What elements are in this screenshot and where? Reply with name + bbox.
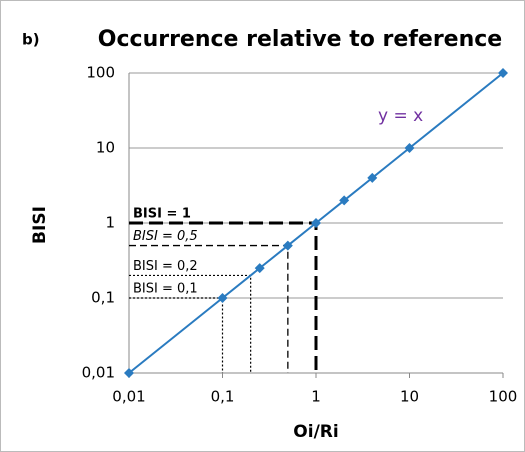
guide-label: BISI = 1 bbox=[133, 207, 191, 222]
data-point bbox=[339, 195, 350, 206]
data-point bbox=[498, 68, 508, 78]
data-point bbox=[404, 143, 415, 153]
data-point bbox=[367, 172, 378, 183]
x-tick-label: 100 bbox=[489, 388, 518, 406]
panel-label: b) bbox=[22, 31, 40, 49]
x-tick-label: 1 bbox=[311, 388, 321, 406]
chart-title: Occurrence relative to reference bbox=[98, 27, 502, 52]
guide-label: BISI = 0,2 bbox=[133, 259, 198, 274]
x-tick-label: 0,1 bbox=[211, 388, 235, 406]
y-tick-label: 0,01 bbox=[82, 364, 115, 382]
y-tick-label: 100 bbox=[86, 64, 115, 82]
data-point bbox=[124, 368, 134, 378]
x-axis-label: Oi/Ri bbox=[293, 422, 338, 442]
data-point bbox=[217, 293, 228, 303]
annotation: y = x bbox=[378, 106, 423, 126]
x-tick-label: 0,01 bbox=[112, 388, 145, 406]
data-point bbox=[311, 218, 321, 228]
y-tick-label: 0,1 bbox=[91, 289, 115, 307]
guide-label: BISI = 0,1 bbox=[133, 282, 198, 297]
x-tick-label: 10 bbox=[400, 388, 419, 406]
guide-label: BISI = 0,5 bbox=[133, 229, 198, 244]
data-point bbox=[282, 240, 293, 251]
y-axis-label: BISI bbox=[30, 206, 50, 244]
y-tick-label: 10 bbox=[96, 139, 115, 157]
y-tick-label: 1 bbox=[105, 214, 115, 232]
data-point bbox=[254, 263, 265, 274]
